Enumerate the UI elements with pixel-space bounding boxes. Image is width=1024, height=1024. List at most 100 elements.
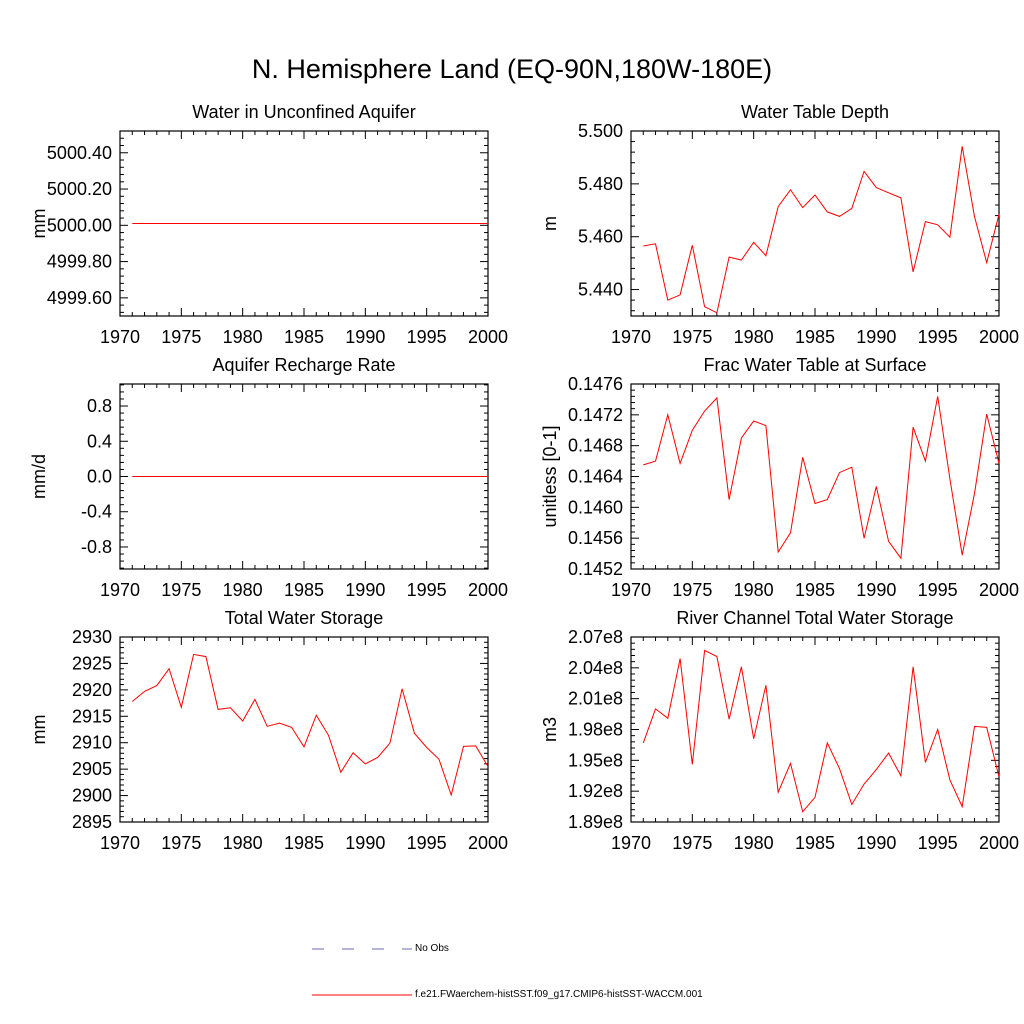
x-tick-label: 1995 — [918, 327, 958, 347]
y-axis-label: mm — [29, 715, 49, 745]
panel-title: Frac Water Table at Surface — [703, 355, 926, 375]
x-tick-label: 2000 — [468, 580, 508, 600]
x-tick-label: 1970 — [100, 327, 140, 347]
x-tick-label: 1975 — [161, 327, 201, 347]
y-tick-label: 1.98e8 — [568, 720, 623, 740]
series-line — [643, 396, 1000, 560]
x-tick-label: 1975 — [672, 580, 712, 600]
y-tick-label: 0.1476 — [568, 374, 623, 394]
x-tick-label: 1980 — [734, 580, 774, 600]
x-tick-label: 1990 — [345, 833, 385, 853]
y-tick-label: 0.4 — [87, 431, 112, 451]
y-tick-label: 1.95e8 — [568, 750, 623, 770]
y-tick-label: -0.4 — [81, 502, 112, 522]
y-tick-label: 1.92e8 — [568, 781, 623, 801]
y-tick-label: 2920 — [72, 680, 112, 700]
series-line — [642, 649, 1000, 813]
y-tick-label: 2895 — [72, 812, 112, 832]
plot-frame — [630, 636, 1000, 823]
series-line — [131, 653, 489, 797]
x-tick-label: 1985 — [795, 327, 835, 347]
x-tick-label: 1970 — [100, 833, 140, 853]
x-tick-label: 1970 — [611, 327, 651, 347]
plot-frame — [119, 636, 489, 823]
y-axis-label: unitless [0-1] — [540, 425, 560, 527]
legend-model-label: f.e21.FWaerchem-histSST.f09_g17.CMIP6-hi… — [415, 989, 703, 1000]
x-tick-label: 1985 — [284, 580, 324, 600]
x-tick-label: 1995 — [918, 833, 958, 853]
x-tick-label: 1980 — [223, 580, 263, 600]
y-tick-label: 2.07e8 — [568, 627, 623, 647]
y-tick-label: 5000.00 — [47, 215, 112, 235]
x-tick-label: 1980 — [223, 327, 263, 347]
chart-panel-1: Water in Unconfined Aquifer mm 1970 1975 198… — [29, 102, 508, 347]
x-tick-label: 1970 — [100, 580, 140, 600]
legend-obs-label: No Obs — [415, 943, 449, 954]
y-tick-label: 5000.20 — [47, 179, 112, 199]
x-tick-label: 1985 — [795, 580, 835, 600]
x-tick-label: 2000 — [468, 327, 508, 347]
y-tick-label: 2930 — [72, 627, 112, 647]
y-axis-label: mm — [29, 209, 49, 239]
x-tick-label: 1985 — [284, 327, 324, 347]
x-tick-label: 1990 — [345, 580, 385, 600]
y-tick-label: 0.1456 — [568, 528, 623, 548]
y-axis-label: mm/d — [29, 454, 49, 499]
y-tick-label: 1.89e8 — [568, 812, 623, 832]
y-tick-label: 5000.40 — [47, 143, 112, 163]
y-tick-label: 2925 — [72, 653, 112, 673]
chart-panel-4: Frac Water Table at Surface unitless [0-1… — [540, 355, 1019, 600]
x-tick-label: 1980 — [734, 833, 774, 853]
chart-panel-3: Aquifer Recharge Rate mm/d 1970 1975 1980 198… — [29, 355, 508, 600]
chart-panel-2: Water Table Depth m 1970 1975 1980 1985 1990 19… — [540, 102, 1019, 347]
x-tick-label: 1970 — [611, 833, 651, 853]
x-tick-label: 1990 — [856, 580, 896, 600]
x-tick-label: 1990 — [856, 327, 896, 347]
x-tick-label: 1985 — [795, 833, 835, 853]
y-tick-label: 0.1472 — [568, 405, 623, 425]
x-tick-label: 1990 — [856, 833, 896, 853]
y-tick-label: 2915 — [72, 706, 112, 726]
x-tick-label: 1975 — [672, 833, 712, 853]
x-tick-label: 1975 — [161, 580, 201, 600]
y-tick-label: 0.1464 — [568, 467, 623, 487]
y-tick-label: 0.0 — [87, 467, 112, 487]
panel-title: Water in Unconfined Aquifer — [192, 102, 415, 122]
x-tick-label: 2000 — [468, 833, 508, 853]
x-tick-label: 2000 — [979, 327, 1019, 347]
x-tick-label: 1980 — [223, 833, 263, 853]
y-tick-label: 2905 — [72, 759, 112, 779]
y-tick-label: 0.1468 — [568, 436, 623, 456]
x-tick-label: 1985 — [284, 833, 324, 853]
x-tick-label: 1975 — [161, 833, 201, 853]
y-tick-label: 5.440 — [578, 280, 623, 300]
x-tick-label: 1995 — [407, 327, 447, 347]
x-tick-label: 1975 — [672, 327, 712, 347]
legend — [312, 948, 412, 996]
y-tick-label: 0.8 — [87, 396, 112, 416]
y-tick-label: 0.1452 — [568, 559, 623, 579]
chart-panel-5: Total Water Storage mm 1970 1975 1980 1985 199… — [29, 608, 508, 853]
x-tick-label: 1995 — [918, 580, 958, 600]
x-tick-label: 2000 — [979, 833, 1019, 853]
x-tick-label: 1995 — [407, 833, 447, 853]
series-line — [643, 146, 1000, 314]
panel-title: River Channel Total Water Storage — [676, 608, 953, 628]
panel-title: Total Water Storage — [225, 608, 383, 628]
plot-frame — [630, 383, 1000, 570]
x-tick-label: 1990 — [345, 327, 385, 347]
y-tick-label: 4999.60 — [47, 288, 112, 308]
y-tick-label: 5.460 — [578, 227, 623, 247]
plot-frame — [630, 130, 1000, 317]
y-tick-label: 2910 — [72, 733, 112, 753]
panel-title: Water Table Depth — [741, 102, 889, 122]
y-tick-label: 2.04e8 — [568, 658, 623, 678]
y-tick-label: 4999.80 — [47, 252, 112, 272]
x-tick-label: 1995 — [407, 580, 447, 600]
x-tick-label: 2000 — [979, 580, 1019, 600]
y-axis-label: m3 — [540, 717, 560, 742]
panel-title: Aquifer Recharge Rate — [212, 355, 395, 375]
y-axis-label: m — [540, 216, 560, 231]
